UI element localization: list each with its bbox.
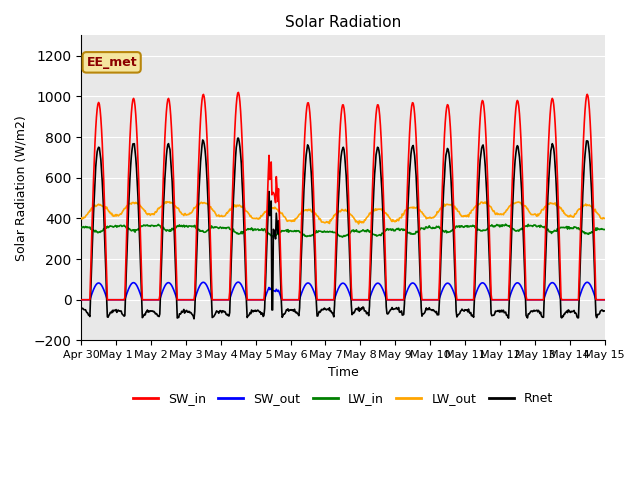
Text: EE_met: EE_met <box>86 56 137 69</box>
Y-axis label: Solar Radiation (W/m2): Solar Radiation (W/m2) <box>15 115 28 261</box>
Legend: SW_in, SW_out, LW_in, LW_out, Rnet: SW_in, SW_out, LW_in, LW_out, Rnet <box>128 387 558 410</box>
X-axis label: Time: Time <box>328 366 358 379</box>
Title: Solar Radiation: Solar Radiation <box>285 15 401 30</box>
